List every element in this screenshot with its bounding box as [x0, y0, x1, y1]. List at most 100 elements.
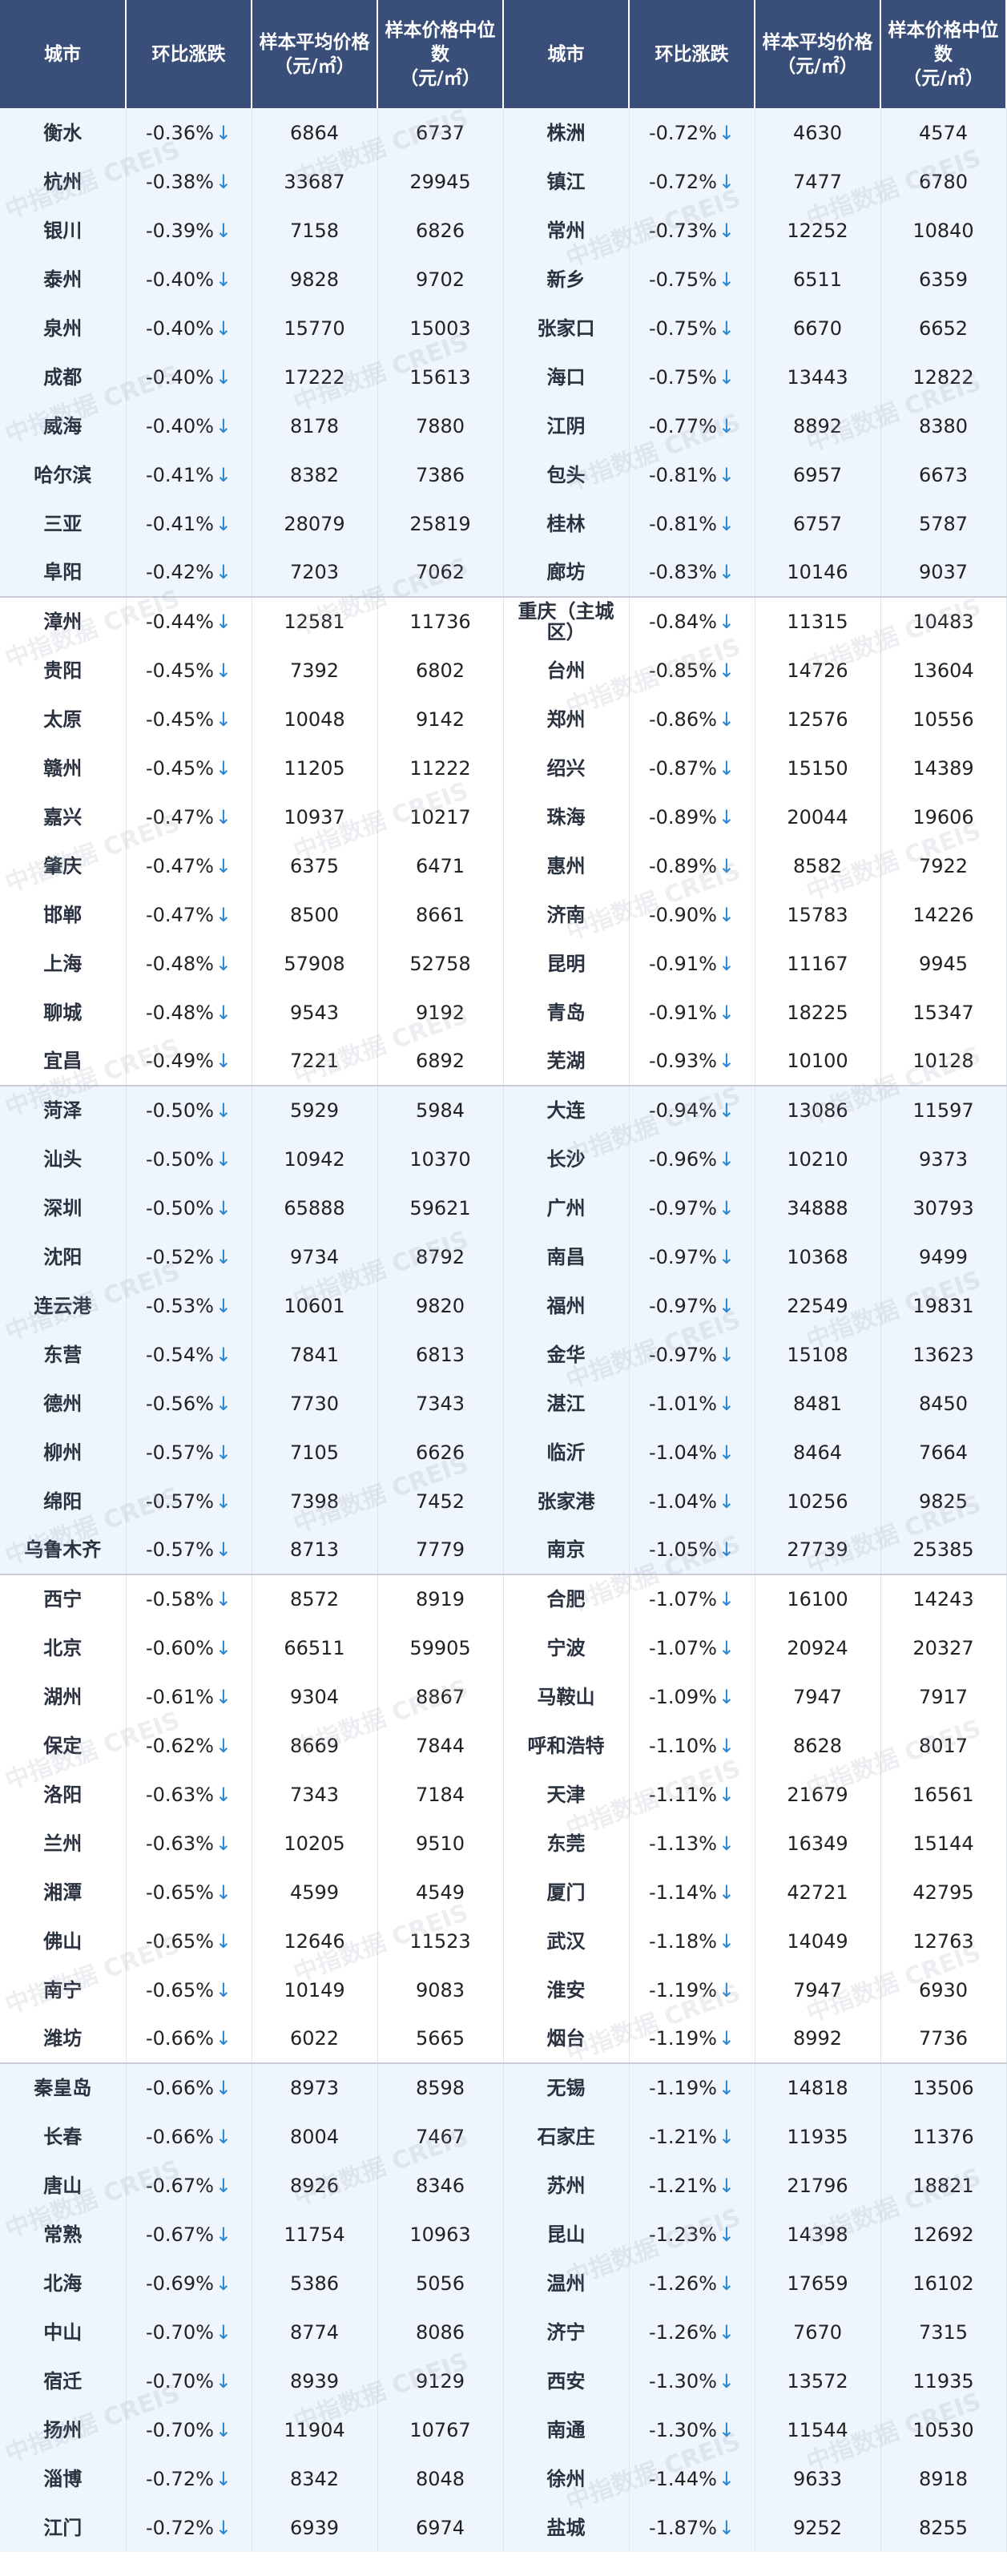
cell-value: 11736: [409, 611, 471, 633]
cell-value: -0.75%: [648, 316, 717, 340]
cell-value: -0.65%: [145, 1929, 214, 1953]
down-arrow-icon: ↓: [718, 1929, 735, 1953]
cell-value: 重庆（主城区）: [518, 600, 614, 643]
cell-value: 27739: [787, 1538, 848, 1561]
cell-value: 兰州: [43, 1832, 83, 1855]
median-price-cell: 13623: [880, 1330, 1007, 1379]
cell-value: 连云港: [34, 1294, 92, 1317]
cell-value: 8598: [415, 2077, 465, 2099]
down-arrow-icon: ↓: [718, 268, 735, 291]
table-row: 秦皇岛 -0.66%↓ 8973 8598 无锡 -1.19%↓ 14818 13506: [0, 2063, 1007, 2112]
median-price-cell: 19606: [880, 792, 1007, 841]
city-cell: 哈尔滨: [0, 450, 127, 499]
cell-value: -0.40%: [145, 268, 214, 291]
table-row: 三亚 -0.41%↓ 28079 25819 桂林 -0.81%↓ 6757 5787: [0, 499, 1007, 548]
change-cell: -0.75%↓: [629, 304, 755, 353]
table-row: 威海 -0.40%↓ 8178 7880 江阴 -0.77%↓ 8892 8380: [0, 401, 1007, 450]
avg-price-cell: 8582: [755, 841, 881, 890]
cell-value: -0.42%: [145, 561, 214, 583]
median-price-cell: 6892: [377, 1037, 504, 1086]
cell-value: -0.72%: [145, 2467, 214, 2490]
city-cell: 泉州: [0, 304, 127, 353]
avg-price-cell: 8342: [252, 2454, 378, 2503]
cell-value: -0.73%: [648, 219, 717, 242]
cell-value: 10146: [787, 561, 848, 583]
cell-value: -0.49%: [145, 1050, 214, 1072]
median-price-cell: 25385: [880, 1526, 1007, 1575]
change-cell: -0.50%↓: [126, 1135, 252, 1183]
cell-value: 10256: [787, 1490, 848, 1513]
change-cell: -0.36%↓: [126, 108, 252, 157]
median-price-cell: 7452: [377, 1477, 504, 1526]
cell-value: -0.41%: [145, 463, 214, 486]
cell-value: -1.19%: [648, 1978, 717, 2002]
city-cell: 太原: [0, 695, 127, 744]
cell-value: 7062: [415, 561, 465, 583]
cell-value: 10205: [284, 1832, 345, 1855]
change-cell: -0.45%↓: [126, 695, 252, 744]
cell-value: 廊坊: [546, 561, 586, 583]
median-price-cell: 5056: [377, 2259, 504, 2308]
down-arrow-icon: ↓: [215, 1783, 232, 1806]
down-arrow-icon: ↓: [718, 952, 735, 975]
change-cell: -0.48%↓: [126, 988, 252, 1037]
cell-value: 66511: [284, 1636, 345, 1659]
cell-value: -0.84%: [648, 611, 717, 633]
city-cell: 南昌: [503, 1232, 630, 1281]
median-price-cell: 9129: [377, 2356, 504, 2405]
cell-value: 8481: [792, 1392, 843, 1415]
cell-value: -0.83%: [648, 561, 717, 583]
change-cell: -0.57%↓: [126, 1526, 252, 1575]
change-cell: -0.89%↓: [629, 841, 755, 890]
cell-value: -0.89%: [648, 854, 717, 877]
down-arrow-icon: ↓: [215, 1929, 232, 1953]
cell-value: -0.85%: [648, 659, 717, 682]
avg-price-cell: 8774: [252, 2308, 378, 2356]
city-cell: 湛江: [503, 1379, 630, 1428]
median-price-cell: 9945: [880, 939, 1007, 988]
city-cell: 台州: [503, 646, 630, 695]
cell-value: 20044: [787, 805, 848, 828]
median-price-cell: 9083: [377, 1965, 504, 2014]
city-cell: 淮安: [503, 1965, 630, 2014]
city-cell: 包头: [503, 450, 630, 499]
column-header-label: 环比涨跌: [151, 43, 226, 65]
cell-value: 10483: [912, 611, 974, 633]
avg-price-cell: 11904: [252, 2405, 378, 2454]
city-cell: 南宁: [0, 1965, 127, 2014]
cell-value: 13443: [787, 365, 848, 389]
cell-value: 张家港: [537, 1490, 595, 1513]
cell-value: 10100: [787, 1050, 848, 1072]
change-cell: -0.91%↓: [629, 939, 755, 988]
cell-value: 7398: [289, 1490, 340, 1513]
cell-value: 10601: [284, 1294, 345, 1317]
cell-value: 洛阳: [43, 1783, 83, 1806]
column-header-label: 样本平均价格: [762, 31, 873, 53]
down-arrow-icon: ↓: [718, 1245, 735, 1268]
cell-value: -0.75%: [648, 365, 717, 389]
avg-price-cell: 33687: [252, 157, 378, 206]
cell-value: 11523: [409, 1929, 471, 1953]
cell-value: 6737: [415, 121, 465, 144]
cell-value: 合肥: [546, 1588, 586, 1611]
change-cell: -0.87%↓: [629, 744, 755, 792]
median-price-cell: 8792: [377, 1232, 504, 1281]
cell-value: 42721: [787, 1881, 848, 1904]
cell-value: 11315: [787, 611, 848, 633]
cell-value: 9373: [918, 1147, 969, 1171]
change-cell: -0.72%↓: [126, 2503, 252, 2552]
cell-value: 12692: [912, 2223, 974, 2246]
cell-value: 6673: [918, 463, 969, 486]
cell-value: 12763: [912, 1929, 974, 1953]
down-arrow-icon: ↓: [215, 611, 232, 633]
avg-price-cell: 6375: [252, 841, 378, 890]
city-cell: 厦门: [503, 1868, 630, 1917]
down-arrow-icon: ↓: [215, 1343, 232, 1366]
down-arrow-icon: ↓: [718, 2125, 735, 2148]
column-header-label: 样本价格中位数: [888, 19, 999, 65]
avg-price-cell: 15108: [755, 1330, 881, 1379]
down-arrow-icon: ↓: [718, 707, 735, 731]
avg-price-cell: 8926: [252, 2161, 378, 2210]
down-arrow-icon: ↓: [215, 365, 232, 389]
avg-price-cell: 42721: [755, 1868, 881, 1917]
